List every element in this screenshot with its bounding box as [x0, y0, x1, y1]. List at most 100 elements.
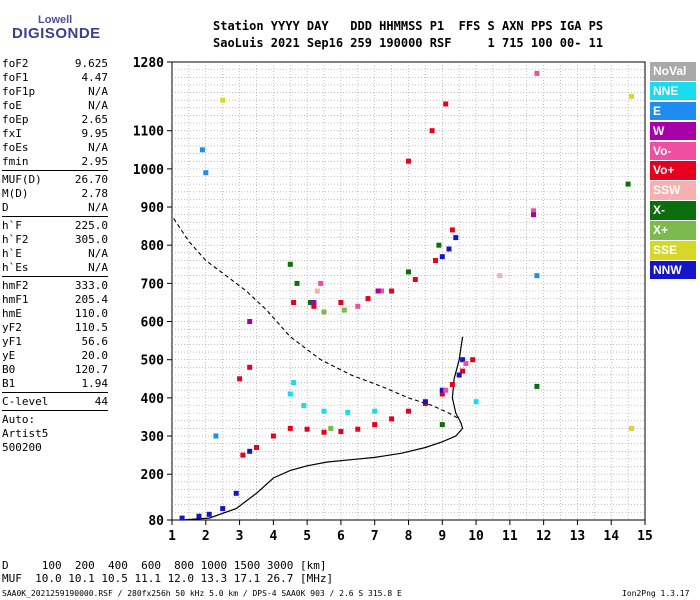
echo-point	[497, 273, 503, 279]
legend-item: Vo+	[650, 161, 696, 180]
echo-point	[311, 300, 317, 305]
electron-density-profile-line	[182, 336, 464, 521]
echo-point	[287, 391, 293, 397]
param-group-virtual-heights: h`F 225.0 h`F2 305.0 h`E N/A h`Es N/A	[2, 219, 108, 275]
param-value: 2.65	[81, 113, 109, 126]
echo-point	[406, 158, 411, 164]
echo-point	[460, 368, 466, 374]
param-value: N/A	[88, 99, 108, 112]
param-row: fxI 9.95	[2, 127, 108, 141]
echo-point	[240, 452, 246, 458]
echo-point	[203, 170, 209, 176]
echo-point	[220, 97, 226, 103]
logo-lowell-text: Lowell	[38, 14, 73, 26]
param-name: B1	[2, 377, 16, 390]
y-tick-label: 400	[141, 392, 165, 407]
echo-point	[389, 288, 395, 294]
echo-point	[247, 448, 253, 454]
param-name: fxI	[2, 127, 22, 140]
x-tick-label: 8	[405, 529, 413, 544]
y-tick-label: 500	[141, 354, 165, 369]
x-tick-label: 4	[269, 529, 277, 544]
echo-point	[321, 408, 327, 414]
param-value: 205.4	[74, 293, 108, 306]
echo-point	[301, 403, 307, 408]
muf-row: MUF 10.0 10.1 10.5 11.1 12.0 13.3 17.1 2…	[2, 572, 334, 585]
echo-point	[341, 307, 347, 313]
param-name: D	[2, 201, 9, 214]
param-value: 225.0	[74, 219, 108, 232]
echo-point	[625, 181, 631, 187]
distance-row: D 100 200 400 600 800 1000 1500 3000 [km…	[2, 559, 327, 572]
legend-item: E	[650, 101, 696, 121]
param-row: yF2 110.5	[2, 321, 108, 335]
param-value: 110.0	[74, 307, 108, 320]
legend-item: NNW	[650, 260, 696, 280]
param-value: 9.625	[74, 57, 108, 70]
echo-point	[338, 300, 344, 305]
echo-point	[389, 416, 395, 422]
echo-point	[436, 242, 442, 248]
echo-point	[338, 429, 344, 434]
header-line-1: Station YYYY DAY DDD HHMMSS P1 FFS S AXN…	[213, 19, 604, 33]
param-name: h`E	[2, 247, 22, 260]
param-row: M(D) 2.78	[2, 187, 108, 201]
param-row: hmF1 205.4	[2, 293, 108, 307]
software-version: Ion2Png 1.3.17	[622, 589, 690, 598]
param-row: foF2 9.625	[2, 57, 108, 71]
echo-point	[365, 296, 371, 302]
param-name: h`F2	[2, 233, 29, 246]
echo-point	[254, 445, 259, 450]
echo-point	[321, 309, 327, 315]
param-value: 305.0	[74, 233, 108, 246]
param-value: 20.0	[81, 349, 109, 362]
param-name: yF1	[2, 335, 22, 348]
x-tick-label: 10	[468, 529, 484, 544]
param-name: fmin	[2, 155, 29, 168]
param-row: h`Es N/A	[2, 261, 108, 275]
y-tick-label: 1280	[133, 56, 164, 71]
echo-point	[328, 425, 334, 431]
echo-point	[534, 70, 540, 76]
param-value: 2.78	[81, 187, 109, 200]
x-tick-label: 9	[438, 529, 446, 544]
param-row: h`F 225.0	[2, 219, 108, 233]
echo-point	[308, 300, 313, 305]
muf-dashed-line	[173, 218, 460, 420]
echo-point	[473, 399, 479, 405]
param-row: foF1p N/A	[2, 85, 108, 99]
header-line-2: SaoLuis 2021 Sep16 259 190000 RSF 1 715 …	[213, 36, 604, 50]
param-row: C-level 44	[2, 395, 108, 409]
x-tick-label: 13	[570, 529, 586, 544]
autoscaling-label: Auto:	[2, 413, 36, 426]
y-tick-label: 600	[141, 316, 165, 331]
x-tick-label: 14	[603, 529, 619, 544]
param-name: foEp	[2, 113, 29, 126]
echo-point	[429, 128, 435, 134]
echo-point	[314, 288, 320, 294]
echo-point	[372, 408, 378, 414]
x-tick-label: 11	[502, 529, 518, 544]
param-value: N/A	[88, 141, 108, 154]
autoscaling-program: Artist5	[2, 427, 49, 440]
echo-point	[412, 277, 418, 282]
param-value: 4.47	[81, 71, 109, 84]
param-row: foEs N/A	[2, 141, 108, 155]
echo-point	[439, 387, 445, 393]
divider	[2, 392, 108, 393]
echo-point	[355, 426, 361, 432]
echo-point	[318, 280, 324, 286]
param-value: 2.95	[81, 155, 109, 168]
param-row: B0 120.7	[2, 363, 108, 377]
echo-point	[422, 399, 428, 405]
y-tick-label: 900	[141, 201, 165, 216]
echo-point	[304, 426, 310, 432]
x-tick-label: 2	[202, 529, 210, 544]
y-tick-label: 800	[141, 239, 165, 254]
param-value: N/A	[88, 201, 108, 214]
param-value: 1.94	[81, 377, 109, 390]
legend-item: X-	[650, 201, 696, 220]
y-tick-label: 1000	[133, 163, 164, 178]
x-tick-label: 6	[337, 529, 345, 544]
echo-point	[453, 235, 459, 241]
